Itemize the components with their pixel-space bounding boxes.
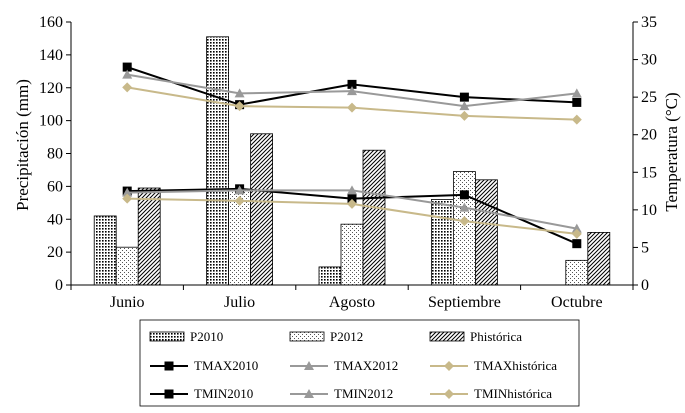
point-TMINhistórica-Septiembre: [459, 216, 470, 227]
point-TMAX2010-Junio: [122, 62, 132, 72]
bar-Phistórica-Julio: [250, 133, 274, 286]
y-left-tick-label: 40: [47, 211, 63, 228]
y-left-tick-label: 120: [39, 80, 63, 97]
point-TMIN2012-Octubre: [571, 223, 582, 233]
legend-swatch-P2012: [289, 331, 325, 342]
y-axis-right-title: Temperatura (°C): [662, 92, 681, 211]
bar-P2010-Agosto: [318, 266, 342, 286]
y-right-tick-label: 15: [641, 164, 657, 181]
x-tick-label-Junio: Junio: [110, 294, 145, 311]
bar-P2010-Julio: [206, 36, 230, 286]
legend-label-TMAX2012: TMAX2012: [334, 358, 398, 373]
point-TMIN2010-Agosto: [347, 194, 357, 204]
point-TMIN2010-Septiembre: [459, 190, 469, 200]
point-TMAX2012-Agosto: [347, 86, 357, 96]
point-TMINhistórica-Julio: [234, 195, 245, 206]
y-left-tick-label: 140: [39, 47, 63, 64]
legend-marker-TMIN2012: [304, 389, 314, 398]
bar-Phistórica-Agosto: [362, 149, 386, 286]
legend-swatch-P2010: [149, 331, 185, 342]
y-left-tick-label: 80: [47, 146, 63, 163]
point-TMINhistórica-Octubre: [571, 228, 582, 239]
point-TMAX2012-Julio: [234, 88, 245, 98]
axes: 0 20 40 60 80 100 120 140 160 0 5 10 15 20 25 30 35 Junio…: [39, 14, 657, 311]
point-TMAXhistórica-Junio: [122, 82, 133, 93]
bar-P2012-Septiembre: [452, 171, 476, 286]
legend-label-TMAX2010: TMAX2010: [194, 358, 258, 373]
y-left-tick-label: 100: [39, 113, 63, 130]
point-TMAX2010-Septiembre: [459, 92, 469, 102]
legend-marker-TMAX2010: [164, 361, 174, 371]
legend-label-TMAXhistórica: TMAXhistórica: [474, 358, 557, 373]
legend-label-P2012: P2012: [330, 329, 363, 344]
legend-label-Phistórica: Phistórica: [470, 329, 522, 344]
y-right-tick-label: 0: [641, 277, 649, 294]
legend-marker-TMAX2012: [304, 361, 314, 370]
y-right-tick-label: 10: [641, 202, 657, 219]
point-TMAX2012-Septiembre: [459, 101, 470, 111]
point-TMAXhistórica-Agosto: [347, 102, 357, 113]
point-TMINhistórica-Junio: [122, 193, 133, 204]
point-TMAXhistórica-Julio: [234, 101, 245, 112]
bar-P2010-Septiembre: [430, 199, 454, 286]
y-left-tick-label: 60: [47, 178, 63, 195]
legend-marker-TMIN2010: [164, 389, 174, 399]
point-TMIN2012-Agosto: [347, 185, 357, 195]
plot-area: [93, 36, 611, 286]
point-TMAXhistórica-Octubre: [571, 114, 582, 125]
point-TMIN2012-Julio: [234, 185, 245, 195]
bar-Phistórica-Junio: [137, 187, 161, 286]
y-right-tick-label: 20: [641, 127, 657, 144]
y-left-tick-label: 20: [47, 244, 63, 261]
point-TMAX2010-Octubre: [572, 97, 582, 107]
y-axis-left-title: Precipitación (mm): [13, 79, 32, 211]
y-left-tick-label: 160: [39, 14, 63, 31]
bar-Phistórica-Septiembre: [474, 179, 498, 286]
y-right-tick-label: 25: [641, 89, 657, 106]
legend-swatch-Phistórica: [429, 331, 465, 342]
bar-Phistórica-Octubre: [587, 231, 611, 286]
bar-P2010-Junio: [93, 215, 117, 286]
legend-marker-TMINhistórica: [444, 389, 454, 399]
point-TMAX2010-Agosto: [347, 79, 357, 89]
legend-label-TMIN2012: TMIN2012: [334, 386, 393, 401]
point-TMIN2012-Junio: [122, 187, 133, 197]
bar-P2012-Agosto: [340, 223, 364, 286]
point-TMAXhistórica-Septiembre: [459, 110, 470, 121]
x-tick-label-Octubre: Octubre: [551, 294, 603, 311]
point-TMAX2012-Junio: [122, 69, 133, 79]
x-tick-label-Septiembre: Septiembre: [428, 294, 501, 311]
legend-label-TMINhistórica: TMINhistórica: [474, 386, 552, 401]
legend-marker-TMAXhistórica: [444, 361, 454, 371]
point-TMIN2010-Octubre: [572, 239, 582, 249]
y-right-tick-label: 35: [641, 14, 657, 31]
y-right-tick-label: 30: [641, 52, 657, 69]
point-TMAX2012-Octubre: [571, 88, 582, 98]
point-TMIN2012-Septiembre: [459, 202, 470, 212]
legend-label-P2010: P2010: [190, 329, 223, 344]
legend: P2010 P2012 Phistórica TMAX2010 TMAX2012 TMAX…: [139, 319, 580, 407]
y-left-tick-label: 0: [55, 277, 63, 294]
legend-box: [139, 319, 580, 407]
legend-label-TMIN2010: TMIN2010: [194, 386, 253, 401]
x-tick-label-Julio: Julio: [224, 294, 255, 311]
bar-P2012-Octubre: [565, 259, 589, 286]
x-tick-label-Agosto: Agosto: [329, 294, 375, 311]
y-right-tick-label: 5: [641, 239, 649, 256]
point-TMINhistórica-Agosto: [347, 198, 357, 209]
bar-P2012-Junio: [115, 246, 139, 286]
